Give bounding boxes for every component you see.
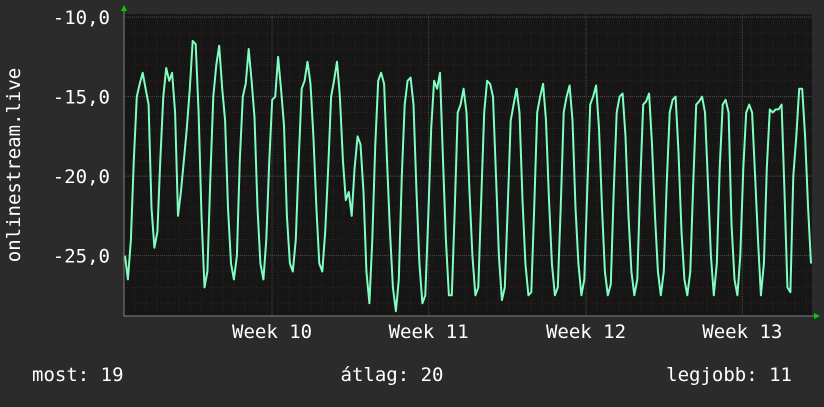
x-tick-label: Week 10 <box>232 321 312 343</box>
y-axis-arrow <box>121 5 127 11</box>
x-tick-label: Week 11 <box>389 321 469 343</box>
y-axis-ticks: -10,0 -15,0 -20,0 -25,0 <box>53 7 110 267</box>
stat-average: átlag: 20 <box>341 364 444 386</box>
y-tick-label: -25,0 <box>53 246 110 268</box>
y-tick-label: -20,0 <box>53 166 110 188</box>
y-tick-label: -15,0 <box>53 87 110 109</box>
x-axis-ticks: Week 10 Week 11 Week 12 Week 13 <box>232 321 782 343</box>
y-axis-label: onlinestream.live <box>3 68 25 262</box>
stat-best: legjobb: 11 <box>666 364 792 386</box>
x-axis-arrow <box>814 313 820 319</box>
series-layer <box>124 40 812 313</box>
y-tick-label: -10,0 <box>53 7 110 29</box>
stat-current: most: 19 <box>32 364 124 386</box>
series-line <box>124 40 812 313</box>
x-tick-label: Week 12 <box>546 321 626 343</box>
x-tick-label: Week 13 <box>702 321 782 343</box>
axes <box>121 5 820 319</box>
